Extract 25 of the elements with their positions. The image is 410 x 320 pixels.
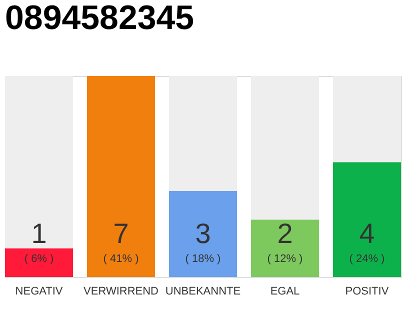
bar (250, 220, 320, 277)
bar (5, 248, 74, 277)
bar (168, 190, 238, 277)
data-label: 4 (359, 218, 375, 249)
bar (168, 76, 238, 191)
bar (5, 76, 74, 248)
annotation: ( 6% ) (24, 253, 54, 265)
bar (332, 162, 401, 277)
x-tick-label: VERWIRREND (84, 286, 159, 298)
bar (250, 76, 320, 220)
x-tick-label: POSITIV (345, 286, 390, 298)
chart-title: 0894582345 (5, 0, 194, 37)
x-tick-label: NEGATIV (15, 286, 64, 298)
annotation: ( 41% ) (103, 253, 139, 265)
data-label: 3 (195, 218, 211, 249)
annotation: ( 24% ) (349, 253, 385, 265)
data-label: 2 (277, 218, 293, 249)
bar (86, 76, 156, 277)
data-label: 7 (113, 218, 129, 249)
annotation: ( 18% ) (185, 253, 221, 265)
x-tick-label: UNBEKANNTE (165, 286, 241, 298)
data-label: 1 (31, 218, 47, 249)
annotation: ( 12% ) (267, 253, 303, 265)
x-tick-label: EGAL (270, 286, 300, 298)
bar (332, 76, 401, 162)
